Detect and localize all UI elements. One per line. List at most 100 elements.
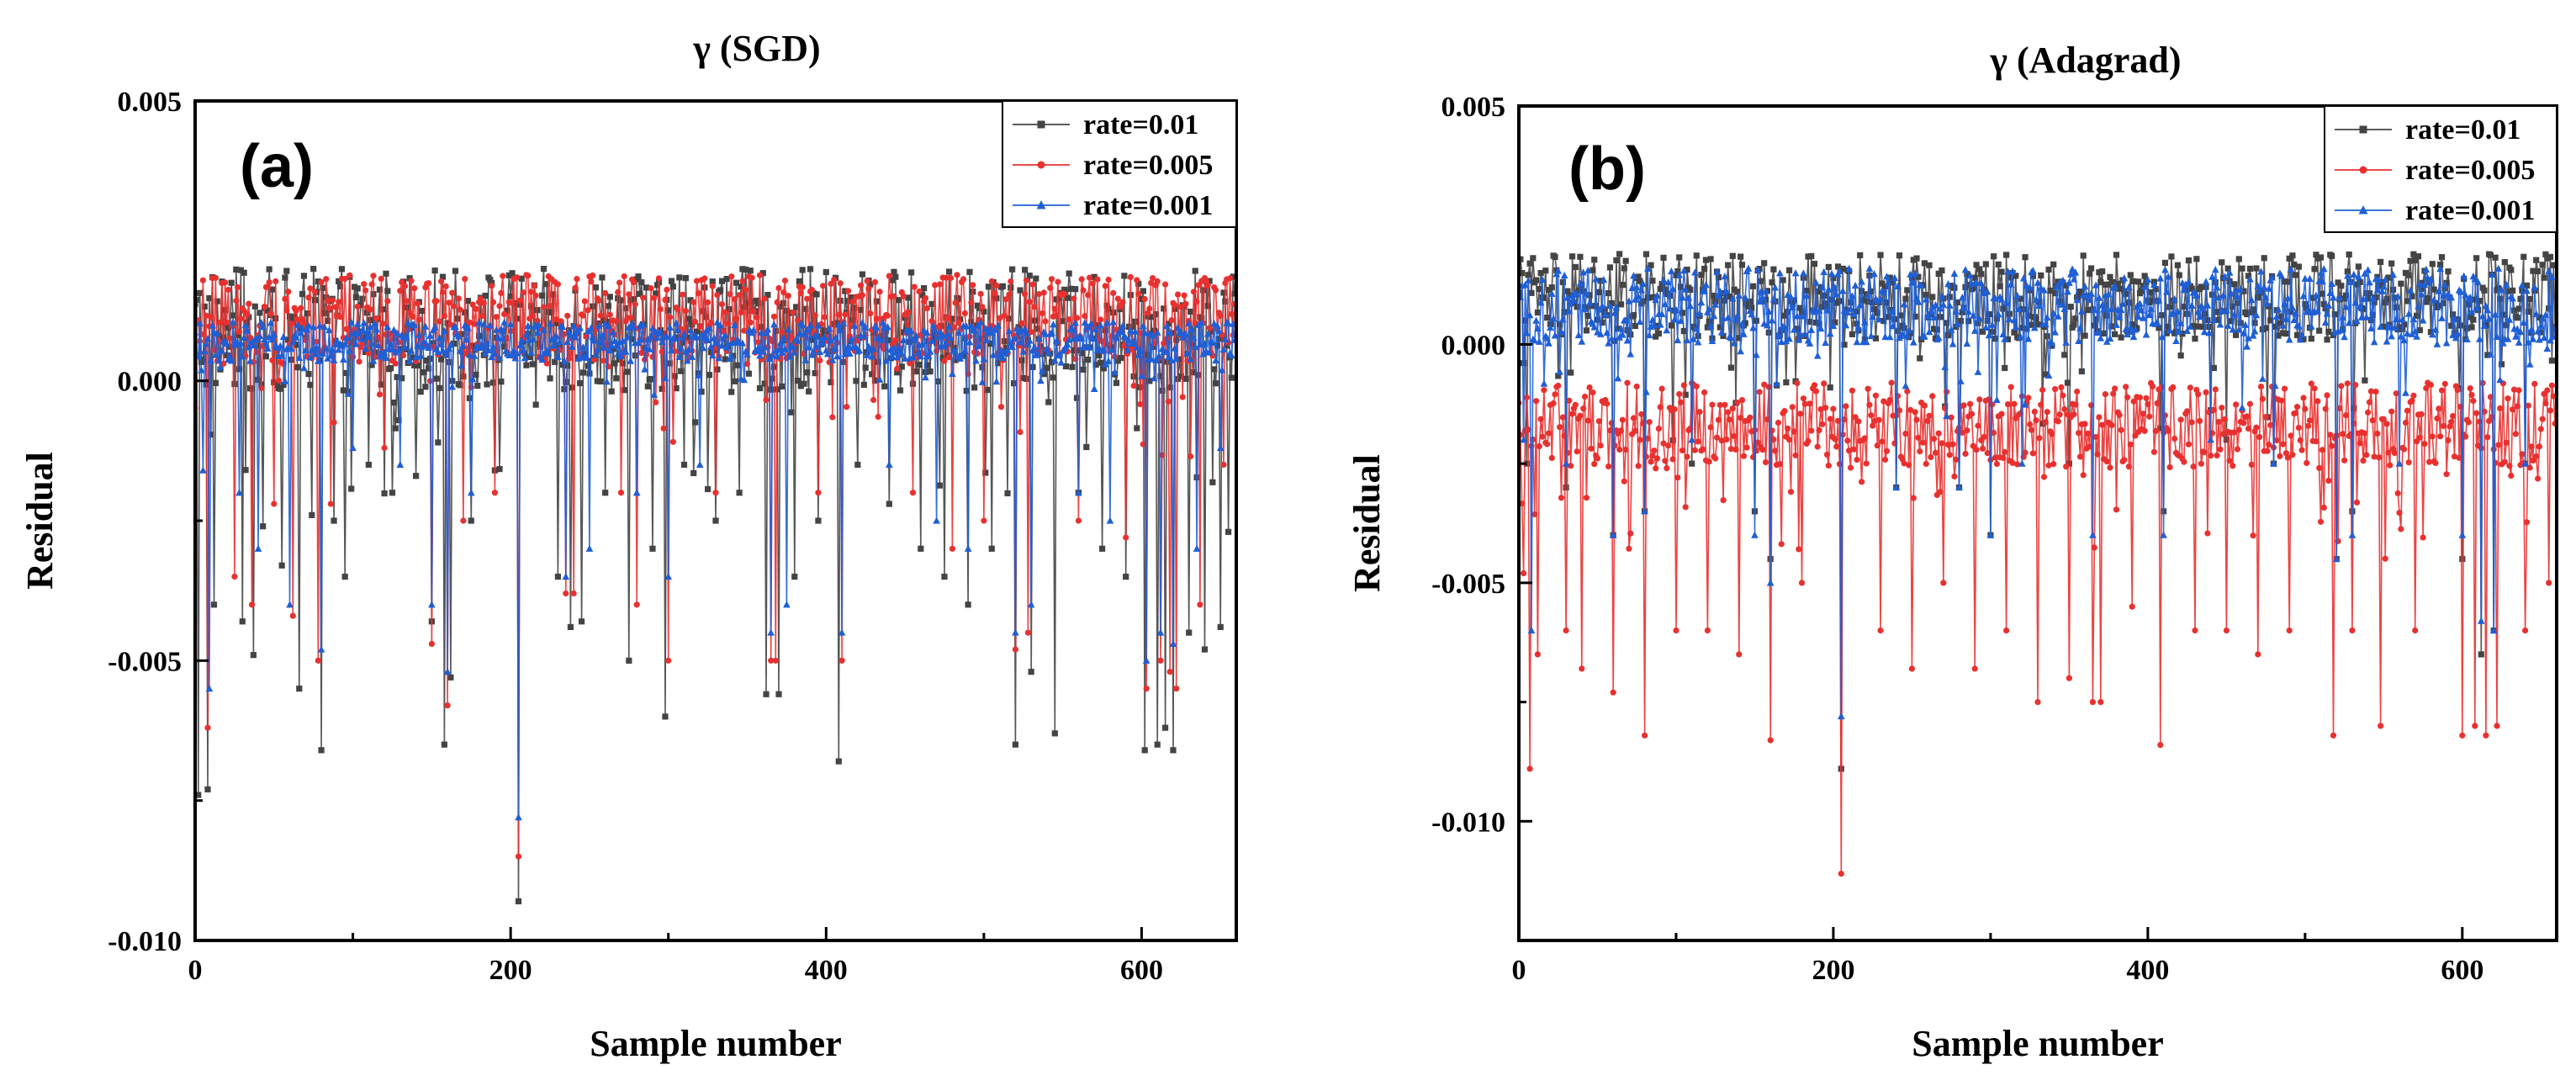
data-point xyxy=(1803,287,1810,294)
data-point xyxy=(748,274,755,281)
data-point xyxy=(1523,394,1530,401)
data-point xyxy=(2512,332,2520,340)
data-point xyxy=(1813,352,1822,359)
data-point xyxy=(2085,430,2092,437)
data-point xyxy=(588,278,595,285)
data-point xyxy=(1761,260,1768,267)
data-point xyxy=(2219,405,2225,411)
data-point xyxy=(2123,384,2129,390)
data-point xyxy=(1012,741,1018,748)
data-point xyxy=(1740,453,1747,459)
data-point xyxy=(2230,463,2236,469)
data-point xyxy=(292,333,300,341)
data-point xyxy=(482,292,489,299)
data-point xyxy=(2419,316,2427,324)
data-point xyxy=(775,345,783,352)
data-point xyxy=(473,305,479,312)
data-point xyxy=(1825,263,1832,271)
data-point xyxy=(1801,400,1808,407)
data-point xyxy=(1193,298,1200,305)
data-point xyxy=(947,333,955,341)
data-point xyxy=(1642,732,1648,739)
data-point xyxy=(325,305,332,311)
data-point xyxy=(572,284,579,291)
data-point xyxy=(1097,321,1105,329)
data-point xyxy=(1639,279,1648,288)
data-point xyxy=(688,352,696,360)
data-point xyxy=(458,361,466,369)
data-point xyxy=(1004,490,1011,497)
data-point xyxy=(1686,302,1695,310)
data-point xyxy=(941,573,948,580)
data-point xyxy=(2027,421,2034,428)
data-point xyxy=(2540,333,2548,342)
data-point xyxy=(341,340,349,347)
data-point xyxy=(1595,305,1603,313)
data-point xyxy=(799,267,806,273)
data-point xyxy=(2326,289,2335,297)
data-point xyxy=(772,657,779,664)
data-point xyxy=(361,281,368,288)
data-point xyxy=(489,299,497,305)
data-point xyxy=(2531,283,2539,290)
data-point xyxy=(1816,426,1822,433)
data-point xyxy=(2440,422,2446,429)
data-point xyxy=(722,309,728,315)
data-point xyxy=(593,345,601,353)
data-point xyxy=(775,284,782,292)
data-point xyxy=(2201,448,2208,456)
data-point xyxy=(1738,397,1746,404)
data-point xyxy=(626,291,632,298)
data-point xyxy=(1937,489,1944,495)
data-point xyxy=(2039,386,2046,394)
data-point xyxy=(1713,268,1721,275)
data-point xyxy=(2238,403,2246,411)
data-point xyxy=(250,652,257,659)
data-point xyxy=(1856,301,1865,309)
data-point xyxy=(2116,411,2123,419)
data-point xyxy=(2402,389,2409,396)
data-point xyxy=(1912,409,1918,416)
data-point xyxy=(246,300,252,307)
data-point xyxy=(1727,446,1734,453)
data-point xyxy=(1071,295,1077,302)
data-point xyxy=(2284,454,2291,461)
data-point xyxy=(387,364,394,372)
data-point xyxy=(756,352,764,359)
data-point xyxy=(823,268,829,276)
data-point xyxy=(2542,400,2549,407)
data-point xyxy=(1220,461,1227,469)
data-point xyxy=(2312,291,2320,299)
data-point xyxy=(2007,384,2014,390)
data-point xyxy=(416,352,425,359)
data-point xyxy=(1535,337,1543,345)
data-point xyxy=(775,691,782,697)
data-point xyxy=(366,322,374,330)
data-point xyxy=(1194,321,1203,328)
data-point xyxy=(685,345,693,352)
data-point xyxy=(1531,336,1539,344)
data-point xyxy=(683,357,691,364)
data-point xyxy=(944,330,952,337)
data-point xyxy=(520,289,526,296)
data-point xyxy=(1883,273,1891,280)
data-point xyxy=(1902,382,1910,389)
data-point xyxy=(2284,278,2291,285)
data-point xyxy=(664,286,670,293)
data-point xyxy=(2426,458,2433,465)
data-point xyxy=(2415,302,2422,310)
data-point xyxy=(2421,441,2428,448)
data-point xyxy=(1952,307,1960,315)
data-point xyxy=(1135,351,1143,358)
data-point xyxy=(2525,402,2531,409)
data-point xyxy=(1885,278,1892,285)
data-point xyxy=(942,338,950,347)
data-point xyxy=(2021,400,2029,408)
data-point xyxy=(2277,453,2283,459)
data-point xyxy=(522,330,531,338)
data-point xyxy=(411,285,418,292)
data-point xyxy=(2324,392,2330,399)
data-point xyxy=(1785,425,1791,432)
data-point xyxy=(858,282,865,289)
data-point xyxy=(2415,253,2422,260)
